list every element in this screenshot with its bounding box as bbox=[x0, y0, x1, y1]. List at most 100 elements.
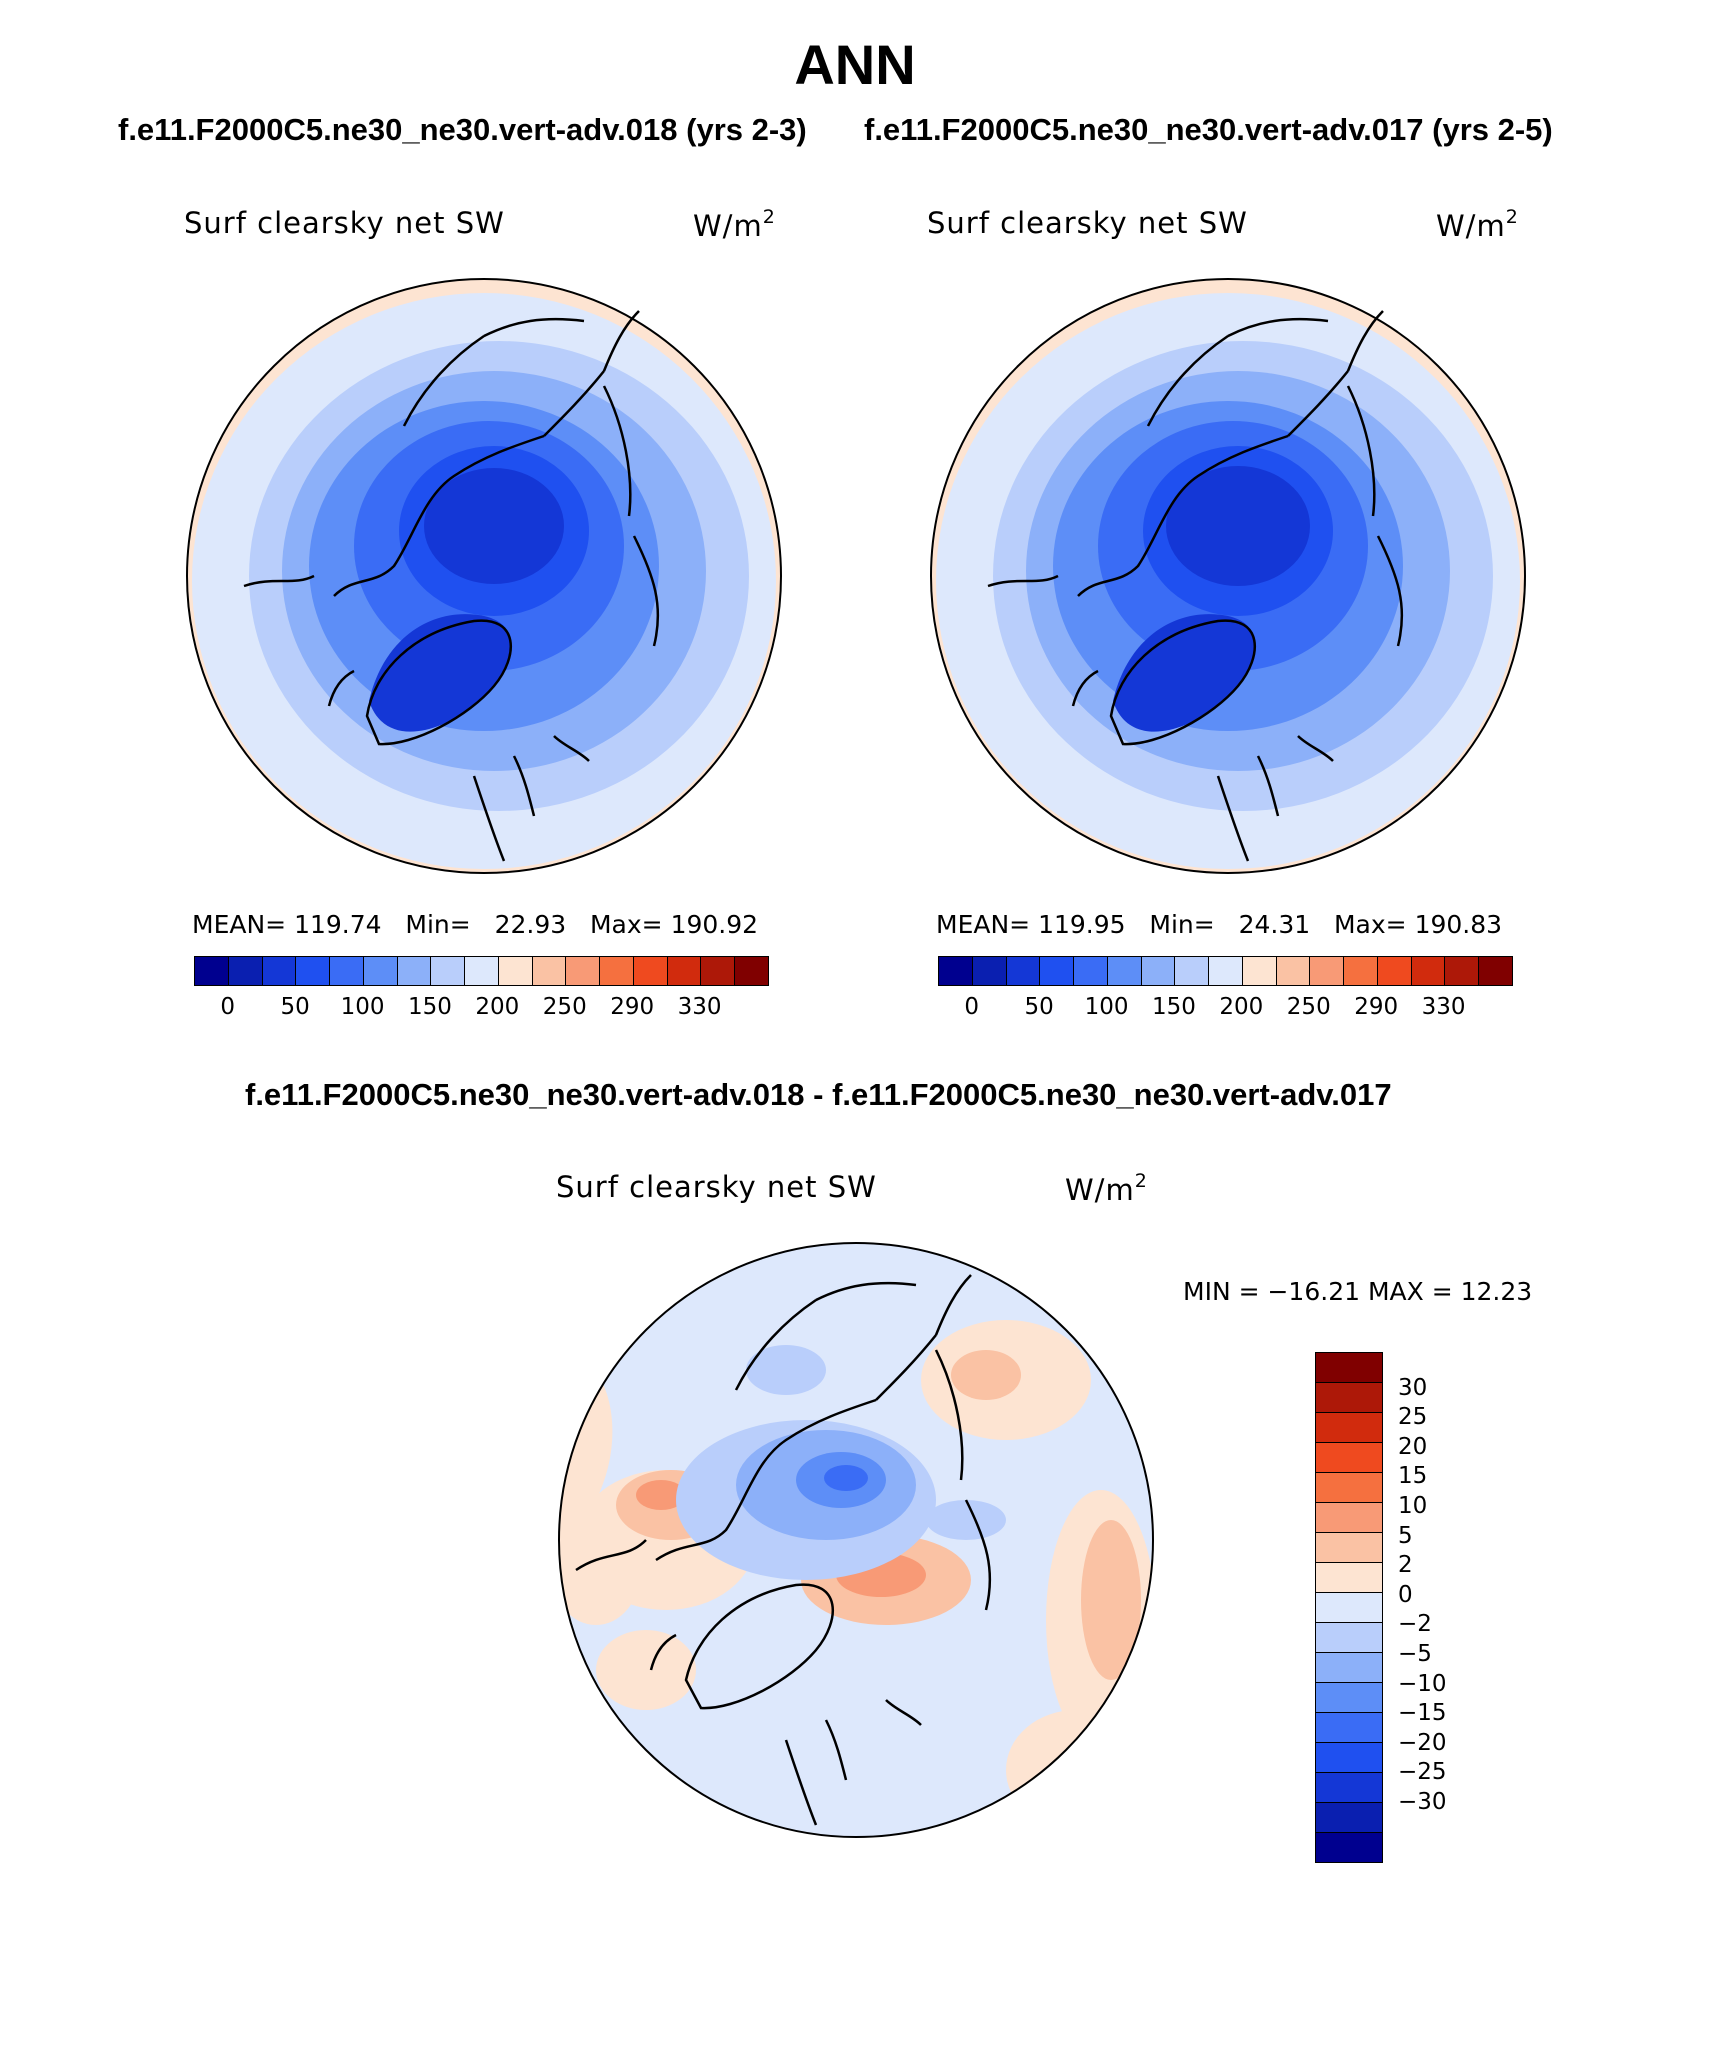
colorbar-tick-label: 250 bbox=[1286, 994, 1331, 1020]
colorbar-tick-label: 100 bbox=[1084, 994, 1129, 1020]
colorbar-segment bbox=[532, 957, 567, 985]
colorbar-tick-label: 330 bbox=[677, 994, 722, 1020]
colorbar-segment bbox=[1316, 1413, 1382, 1443]
colorbar-segment bbox=[667, 957, 702, 985]
colorbar-tick-label: −2 bbox=[1398, 1611, 1432, 1638]
colorbar-segment bbox=[498, 957, 533, 985]
colorbar-segment bbox=[1316, 1683, 1382, 1713]
diff-variable-label: Surf clearsky net SW bbox=[556, 1170, 877, 1204]
panel2-colorbar bbox=[938, 956, 1513, 986]
colorbar-segment bbox=[1316, 1443, 1382, 1473]
colorbar-tick-label: −25 bbox=[1398, 1759, 1447, 1786]
colorbar-segment bbox=[735, 957, 769, 985]
colorbar-segment bbox=[701, 957, 736, 985]
diff-minmax: MIN = −16.21 MAX = 12.23 bbox=[1183, 1277, 1533, 1306]
colorbar-tick-label: 2 bbox=[1398, 1552, 1413, 1579]
colorbar-segment bbox=[1276, 957, 1311, 985]
colorbar-segment bbox=[1074, 957, 1108, 985]
colorbar-tick-label: −5 bbox=[1398, 1641, 1432, 1667]
colorbar-segment bbox=[1242, 957, 1277, 985]
colorbar-segment bbox=[1316, 1803, 1382, 1833]
main-title: ANN bbox=[794, 33, 916, 96]
colorbar-tick-label: 10 bbox=[1398, 1493, 1428, 1519]
panel2-polar-map bbox=[930, 278, 1526, 874]
colorbar-segment bbox=[1316, 1533, 1382, 1563]
colorbar-tick-label: 0 bbox=[964, 994, 980, 1020]
colorbar-tick-label: 330 bbox=[1421, 994, 1466, 1020]
colorbar-tick-label: 20 bbox=[1398, 1433, 1428, 1460]
colorbar-tick-label: −15 bbox=[1398, 1700, 1447, 1727]
panel1-variable-label: Surf clearsky net SW bbox=[184, 206, 505, 240]
colorbar-tick-label: 50 bbox=[1024, 994, 1054, 1020]
colorbar-segment bbox=[1316, 1503, 1382, 1533]
colorbar-segment bbox=[633, 957, 668, 985]
colorbar-segment bbox=[1107, 957, 1142, 985]
colorbar-segment bbox=[1316, 1653, 1382, 1683]
colorbar-segment bbox=[1316, 1743, 1382, 1773]
colorbar-segment bbox=[1316, 1353, 1382, 1383]
colorbar-segment bbox=[195, 957, 229, 985]
colorbar-tick-label: 0 bbox=[1398, 1581, 1413, 1608]
colorbar-segment bbox=[262, 957, 297, 985]
colorbar-segment bbox=[1316, 1563, 1382, 1593]
panel1-colorbar bbox=[194, 956, 769, 986]
colorbar-tick-label: −10 bbox=[1398, 1670, 1447, 1697]
colorbar-segment bbox=[1006, 957, 1041, 985]
colorbar-segment bbox=[1175, 957, 1210, 985]
case-title-right: f.e11.F2000C5.ne30_ne30.vert-adv.017 (yr… bbox=[864, 112, 1553, 147]
diff-colorbar bbox=[1315, 1352, 1383, 1863]
diff-title: f.e11.F2000C5.ne30_ne30.vert-adv.018 - f… bbox=[245, 1077, 1392, 1112]
case-title-left: f.e11.F2000C5.ne30_ne30.vert-adv.018 (yr… bbox=[118, 112, 807, 147]
colorbar-segment bbox=[397, 957, 432, 985]
panel2-variable-label: Surf clearsky net SW bbox=[927, 206, 1248, 240]
panel1-units-label: W/m2 bbox=[693, 206, 776, 243]
colorbar-segment bbox=[1445, 957, 1480, 985]
colorbar-segment bbox=[1316, 1833, 1382, 1862]
colorbar-segment bbox=[465, 957, 499, 985]
colorbar-tick-label: 100 bbox=[340, 994, 385, 1020]
colorbar-segment bbox=[1040, 957, 1075, 985]
colorbar-segment bbox=[330, 957, 364, 985]
panel1-stats: MEAN= 119.74 Min= 22.93 Max= 190.92 bbox=[192, 910, 759, 939]
colorbar-tick-label: 150 bbox=[407, 994, 452, 1020]
colorbar-segment bbox=[1316, 1383, 1382, 1413]
panel2-units-label: W/m2 bbox=[1436, 206, 1519, 243]
colorbar-tick-label: 290 bbox=[610, 994, 655, 1020]
colorbar-segment bbox=[566, 957, 601, 985]
colorbar-segment bbox=[1310, 957, 1345, 985]
colorbar-tick-label: 290 bbox=[1354, 994, 1399, 1020]
colorbar-segment bbox=[296, 957, 331, 985]
colorbar-tick-label: −20 bbox=[1398, 1729, 1447, 1756]
colorbar-segment bbox=[1411, 957, 1446, 985]
colorbar-segment bbox=[228, 957, 263, 985]
colorbar-segment bbox=[1209, 957, 1243, 985]
colorbar-tick-label: 200 bbox=[1219, 994, 1264, 1020]
colorbar-segment bbox=[363, 957, 398, 985]
colorbar-segment bbox=[600, 957, 634, 985]
colorbar-tick-label: 5 bbox=[1398, 1522, 1413, 1549]
panel2-stats: MEAN= 119.95 Min= 24.31 Max= 190.83 bbox=[936, 910, 1503, 939]
colorbar-segment bbox=[1316, 1623, 1382, 1653]
colorbar-tick-label: 0 bbox=[220, 994, 236, 1020]
colorbar-segment bbox=[972, 957, 1007, 985]
panel1-polar-map bbox=[186, 278, 782, 874]
colorbar-segment bbox=[1377, 957, 1412, 985]
colorbar-tick-label: 50 bbox=[280, 994, 310, 1020]
colorbar-tick-label: 200 bbox=[475, 994, 520, 1020]
colorbar-tick-label: 25 bbox=[1398, 1404, 1428, 1431]
colorbar-segment bbox=[1479, 957, 1513, 985]
colorbar-tick-label: 30 bbox=[1398, 1374, 1428, 1401]
colorbar-segment bbox=[1316, 1473, 1382, 1503]
colorbar-segment bbox=[1316, 1593, 1382, 1623]
diff-units-label: W/m2 bbox=[1065, 1170, 1148, 1207]
colorbar-segment bbox=[431, 957, 466, 985]
colorbar-segment bbox=[1316, 1713, 1382, 1743]
colorbar-tick-label: 150 bbox=[1151, 994, 1196, 1020]
colorbar-tick-label: 250 bbox=[542, 994, 587, 1020]
colorbar-tick-label: −30 bbox=[1398, 1789, 1447, 1815]
colorbar-segment bbox=[1316, 1773, 1382, 1803]
colorbar-segment bbox=[939, 957, 973, 985]
colorbar-segment bbox=[1141, 957, 1176, 985]
diff-polar-map bbox=[558, 1242, 1154, 1838]
colorbar-tick-label: 15 bbox=[1398, 1463, 1428, 1490]
